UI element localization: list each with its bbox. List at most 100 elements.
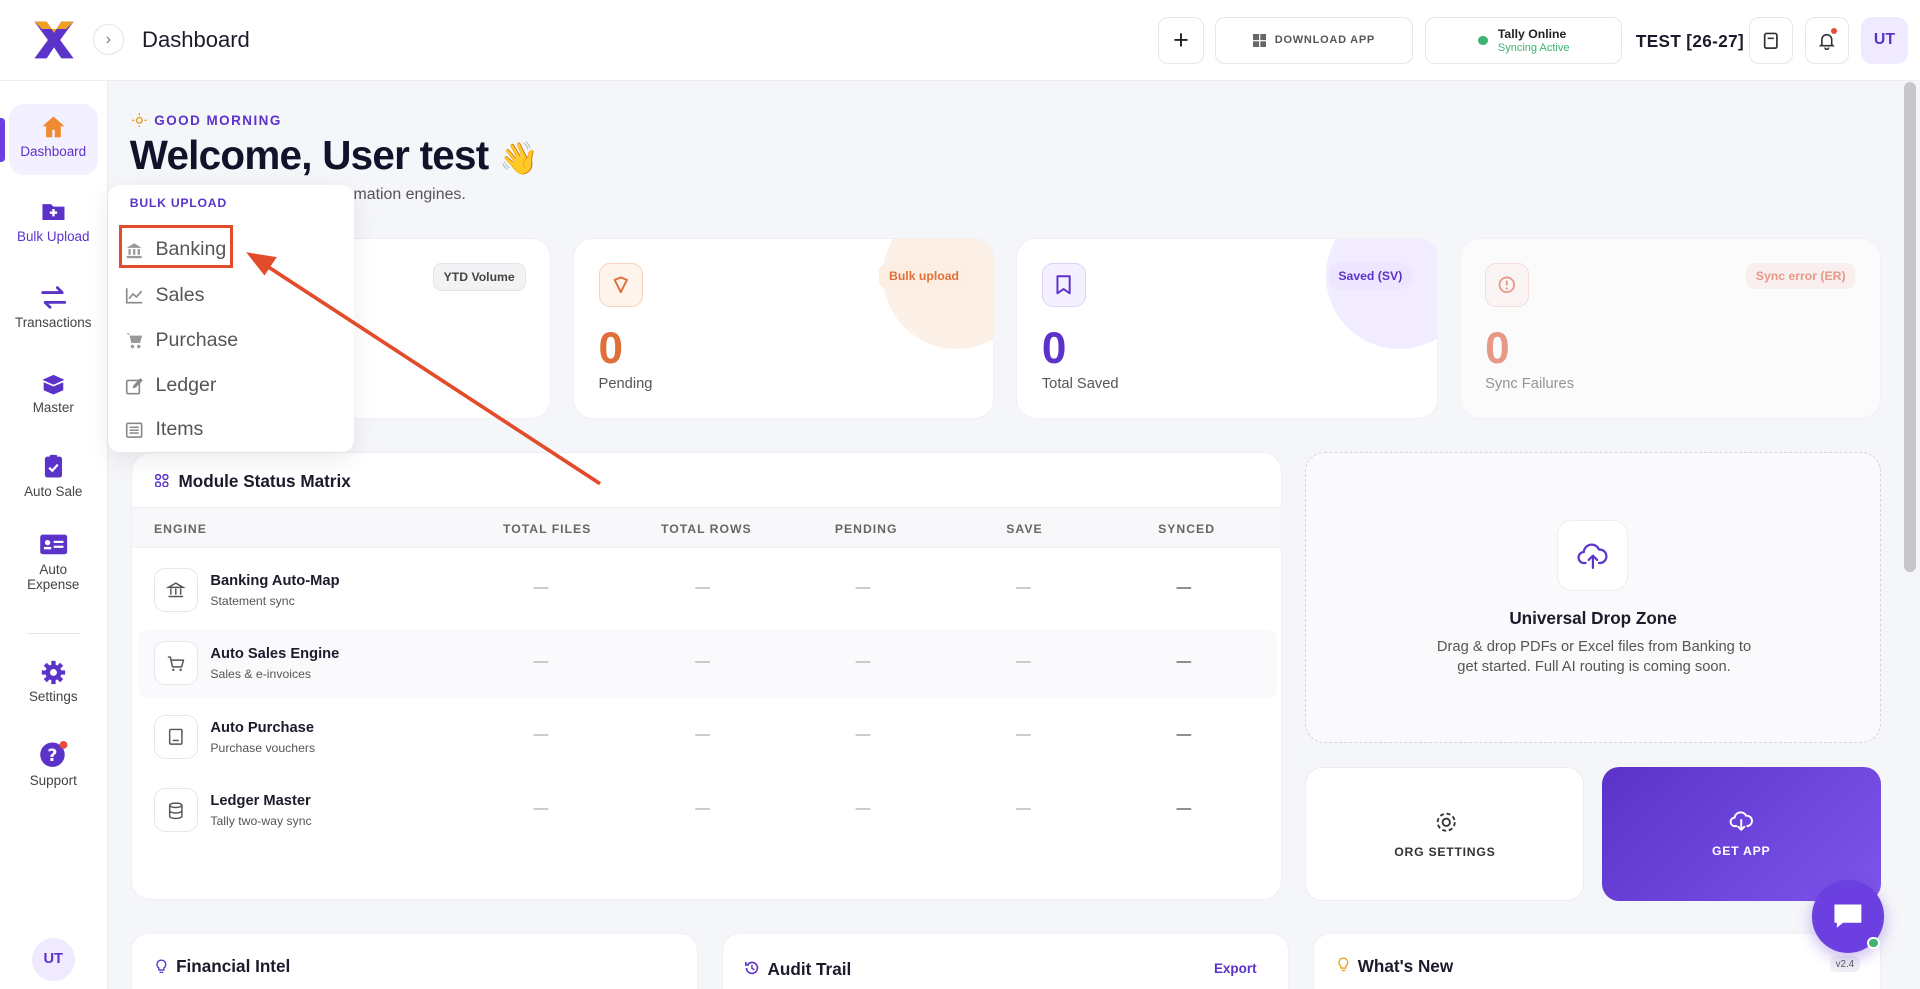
sidebar-item-bulk-upload[interactable]: Bulk Upload bbox=[9, 189, 98, 262]
book-icon bbox=[1763, 32, 1778, 49]
sidebar-user-avatar[interactable]: UT bbox=[31, 937, 75, 981]
column-header: TOTAL FILES bbox=[503, 522, 592, 537]
database-icon bbox=[154, 788, 199, 833]
column-header: ENGINE bbox=[154, 522, 207, 537]
menu-item-sales[interactable]: Sales bbox=[125, 278, 205, 312]
menu-item-label: Banking bbox=[155, 238, 227, 261]
add-button[interactable]: + bbox=[1158, 17, 1204, 64]
stat-label: Pending bbox=[598, 375, 653, 392]
cell-synced: — bbox=[1176, 580, 1192, 597]
sidebar-item-label: Support bbox=[29, 772, 77, 788]
cell-synced: — bbox=[1176, 800, 1192, 817]
welcome-text: Welcome, User test bbox=[129, 132, 489, 179]
universal-drop-zone[interactable]: Universal Drop Zone Drag & drop PDFs or … bbox=[1305, 451, 1881, 744]
bank-icon bbox=[154, 567, 199, 612]
export-link[interactable]: Export bbox=[1213, 961, 1257, 976]
chevron-right-icon: › bbox=[105, 30, 111, 48]
table-row[interactable]: Auto Purchase Purchase vouchers — — — — … bbox=[138, 703, 1277, 772]
download-app-button[interactable]: DOWNLOAD APP bbox=[1214, 17, 1414, 64]
user-avatar[interactable]: UT bbox=[1861, 17, 1908, 64]
history-icon bbox=[745, 961, 759, 974]
module-status-matrix: Module Status Matrix ENGINE TOTAL FILES … bbox=[131, 451, 1283, 900]
svg-text:?: ? bbox=[47, 745, 57, 765]
sidebar-item-label: Auto Expense bbox=[27, 562, 80, 593]
matrix-title: Module Status Matrix bbox=[178, 471, 351, 492]
cart-icon bbox=[126, 333, 143, 349]
wave-emoji: 👋 bbox=[498, 140, 539, 177]
engine-name: Auto Sales Engine bbox=[210, 646, 340, 663]
cell-total-files: — bbox=[533, 580, 549, 597]
menu-item-ledger[interactable]: Ledger bbox=[125, 369, 216, 403]
sidebar-item-label: Transactions bbox=[14, 314, 92, 330]
cell-pending: — bbox=[855, 727, 871, 744]
plus-icon: + bbox=[1173, 24, 1189, 55]
stat-tag: Saved (SV) bbox=[1328, 263, 1413, 290]
column-header: SAVE bbox=[1006, 522, 1043, 537]
book-button[interactable] bbox=[1748, 17, 1793, 64]
sidebar-item-master[interactable]: Master bbox=[9, 360, 98, 433]
sidebar-divider bbox=[26, 633, 81, 635]
stat-label: Total Saved bbox=[1041, 375, 1119, 392]
sidebar-item-support[interactable]: ? Support bbox=[9, 730, 98, 803]
greeting-label: GOOD MORNING bbox=[154, 112, 282, 128]
financial-intel-title: Financial Intel bbox=[176, 956, 291, 977]
grid-icon bbox=[155, 473, 169, 488]
tag-icon bbox=[598, 263, 643, 308]
menu-item-label: Sales bbox=[155, 283, 205, 306]
company-selector[interactable]: TEST [26-27] bbox=[1635, 30, 1745, 51]
bank-icon bbox=[126, 242, 142, 258]
org-settings-label: ORG SETTINGS bbox=[1394, 844, 1496, 859]
notifications-button[interactable] bbox=[1804, 17, 1849, 64]
menu-item-banking[interactable]: Banking bbox=[125, 233, 226, 267]
stat-tag: YTD Volume bbox=[432, 263, 526, 292]
sidebar-item-auto-expense[interactable]: Auto Expense bbox=[9, 522, 98, 608]
menu-item-purchase[interactable]: Purchase bbox=[125, 323, 238, 357]
sidebar-item-label: Auto Sale bbox=[24, 483, 83, 499]
org-settings-button[interactable]: ORG SETTINGS bbox=[1305, 766, 1585, 902]
cloud-upload-icon bbox=[1557, 520, 1629, 592]
table-header: ENGINE TOTAL FILES TOTAL ROWS PENDING SA… bbox=[132, 506, 1282, 549]
table-row[interactable]: Auto Sales Engine Sales & e-invoices — —… bbox=[138, 629, 1277, 698]
box-icon bbox=[42, 374, 65, 395]
stat-value: 0 bbox=[598, 324, 624, 374]
version-badge: v2.4 bbox=[1829, 956, 1861, 972]
cell-synced: — bbox=[1176, 653, 1192, 670]
sidebar: Dashboard Bulk Upload Transactions Maste… bbox=[0, 80, 108, 989]
help-icon: ? bbox=[39, 740, 67, 767]
sidebar-item-label: Master bbox=[32, 400, 74, 416]
stat-card-pending: Bulk upload 0 Pending bbox=[573, 237, 995, 419]
stat-label: Sync Failures bbox=[1485, 375, 1575, 392]
sidebar-item-dashboard[interactable]: Dashboard bbox=[8, 104, 98, 176]
sidebar-item-transactions[interactable]: Transactions bbox=[9, 274, 98, 347]
column-header: TOTAL ROWS bbox=[660, 522, 752, 537]
sidebar-item-settings[interactable]: Settings bbox=[9, 649, 98, 722]
column-header: PENDING bbox=[834, 522, 898, 537]
engine-desc: Purchase vouchers bbox=[210, 740, 316, 755]
edit-icon bbox=[125, 377, 143, 394]
sidebar-item-label: Bulk Upload bbox=[16, 228, 90, 244]
scrollbar[interactable] bbox=[1904, 82, 1917, 572]
get-app-button[interactable]: GET APP bbox=[1601, 766, 1881, 902]
sidebar-item-auto-sale[interactable]: Auto Sale bbox=[9, 443, 98, 512]
menu-item-items[interactable]: Items bbox=[125, 413, 203, 447]
clipboard-check-icon bbox=[44, 454, 62, 478]
sidebar-toggle-button[interactable]: › bbox=[93, 24, 124, 56]
engine-desc: Statement sync bbox=[210, 593, 295, 608]
column-header: SYNCED bbox=[1158, 522, 1216, 537]
card-decoration bbox=[1326, 238, 1437, 349]
home-icon bbox=[42, 116, 65, 138]
card-decoration bbox=[883, 238, 994, 349]
engine-name: Banking Auto-Map bbox=[210, 572, 340, 589]
whats-new-card: What's New v2.4 bbox=[1312, 933, 1881, 989]
cell-pending: — bbox=[855, 800, 871, 817]
sidebar-item-label: Dashboard bbox=[20, 144, 87, 160]
sun-icon bbox=[132, 112, 147, 128]
table-row[interactable]: Ledger Master Tally two-way sync — — — —… bbox=[138, 776, 1277, 845]
gear-icon bbox=[1436, 813, 1456, 833]
menu-item-label: Items bbox=[155, 418, 204, 441]
cell-total-files: — bbox=[533, 653, 549, 670]
cell-save: — bbox=[1016, 580, 1031, 597]
app-logo[interactable] bbox=[32, 18, 76, 62]
tally-status[interactable]: Tally Online Syncing Active bbox=[1425, 17, 1623, 64]
table-row[interactable]: Banking Auto-Map Statement sync — — — — … bbox=[138, 556, 1277, 625]
